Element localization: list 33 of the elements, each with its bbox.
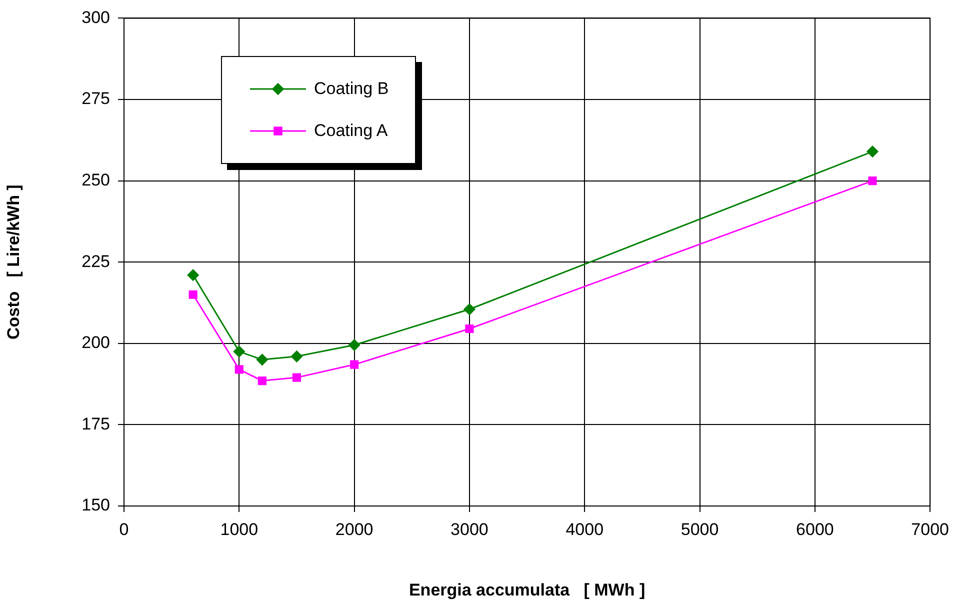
x-tick-label: 0 bbox=[119, 520, 129, 539]
point bbox=[233, 346, 245, 358]
y-tick-label: 275 bbox=[82, 89, 110, 108]
point bbox=[292, 373, 302, 382]
x-tick-label: 3000 bbox=[450, 520, 488, 539]
x-tick-label: 2000 bbox=[335, 520, 374, 539]
y-tick-label: 150 bbox=[82, 496, 110, 515]
point bbox=[866, 146, 878, 158]
y-tick-label: 300 bbox=[82, 8, 110, 27]
legend-label: Coating B bbox=[314, 79, 389, 100]
point bbox=[258, 376, 266, 386]
legend-label: Coating A bbox=[314, 121, 388, 142]
x-tick-label: 7000 bbox=[911, 520, 950, 539]
x-tick-label: 5000 bbox=[680, 520, 719, 539]
x-tick-label: 1000 bbox=[220, 520, 258, 539]
y-axis-title: Costo [ Lire/kWh ] bbox=[4, 184, 23, 340]
point bbox=[256, 354, 268, 366]
y-tick-label: 250 bbox=[82, 170, 110, 190]
point bbox=[868, 176, 877, 186]
x-tick-label: 4000 bbox=[566, 520, 604, 539]
x-tick-label: 6000 bbox=[796, 520, 834, 539]
x-axis-title: Energia accumulata [ MWh ] bbox=[408, 580, 646, 600]
y-tick-label: 200 bbox=[82, 333, 110, 352]
point bbox=[234, 365, 244, 374]
y-tick-label: 175 bbox=[82, 414, 110, 434]
y-tick-label: 225 bbox=[82, 252, 110, 271]
point bbox=[348, 339, 360, 351]
point bbox=[465, 324, 474, 334]
point bbox=[188, 290, 198, 299]
point bbox=[187, 269, 199, 281]
point bbox=[290, 350, 302, 362]
point bbox=[464, 304, 476, 316]
point bbox=[350, 360, 359, 369]
